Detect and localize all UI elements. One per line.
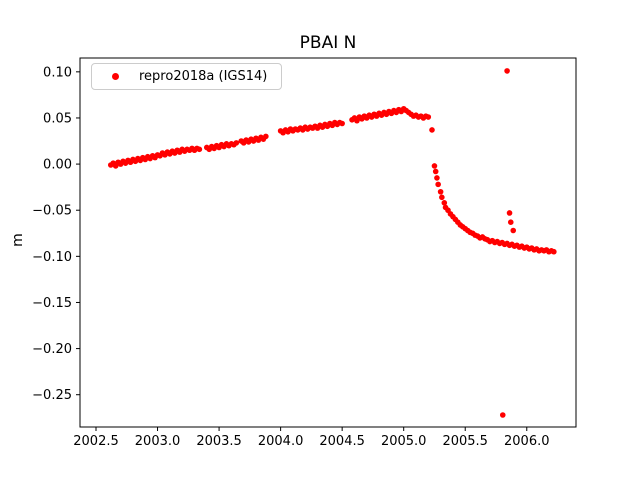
data-point xyxy=(439,194,445,201)
y-tick-label: −0.15 xyxy=(32,296,72,311)
data-point xyxy=(429,127,435,133)
y-tick-label: −0.25 xyxy=(32,388,72,403)
data-point xyxy=(233,140,240,146)
x-tick-label: 2003.0 xyxy=(135,434,181,449)
y-tick-label: −0.20 xyxy=(32,342,72,357)
data-point xyxy=(425,114,432,120)
axes-frame xyxy=(79,57,577,428)
data-point xyxy=(339,120,345,127)
x-tick-label: 2006.0 xyxy=(504,434,550,449)
data-point xyxy=(506,210,513,216)
y-tick-label: −0.05 xyxy=(32,204,72,219)
data-point xyxy=(437,188,444,195)
data-point xyxy=(435,181,441,188)
y-tick-label: 0.05 xyxy=(43,111,72,126)
x-tick-label: 2005.0 xyxy=(381,434,427,449)
legend-label: repro2018a (IGS14) xyxy=(139,69,268,84)
x-tick-label: 2005.5 xyxy=(442,434,488,449)
data-point xyxy=(263,133,269,140)
x-tick-label: 2004.5 xyxy=(319,434,365,449)
data-point xyxy=(551,248,557,255)
y-tick-label: 0.00 xyxy=(43,158,72,173)
y-tick-label: 0.10 xyxy=(43,65,72,80)
data-point xyxy=(507,219,514,226)
x-tick-label: 2003.5 xyxy=(196,434,242,449)
y-tick-label: −0.10 xyxy=(32,250,72,265)
data-point xyxy=(196,146,203,153)
data-point xyxy=(504,68,510,74)
legend-marker-dot xyxy=(112,73,119,80)
data-point xyxy=(510,227,517,234)
data-point xyxy=(434,175,440,181)
data-point xyxy=(432,168,439,175)
data-point xyxy=(499,412,506,418)
x-tick-label: 2004.0 xyxy=(258,434,304,449)
legend: repro2018a (IGS14) xyxy=(91,63,283,90)
chart-title: PBAI N xyxy=(299,33,357,53)
data-point xyxy=(431,163,438,169)
x-tick-label: 2002.5 xyxy=(73,434,119,449)
data-point xyxy=(441,200,448,206)
